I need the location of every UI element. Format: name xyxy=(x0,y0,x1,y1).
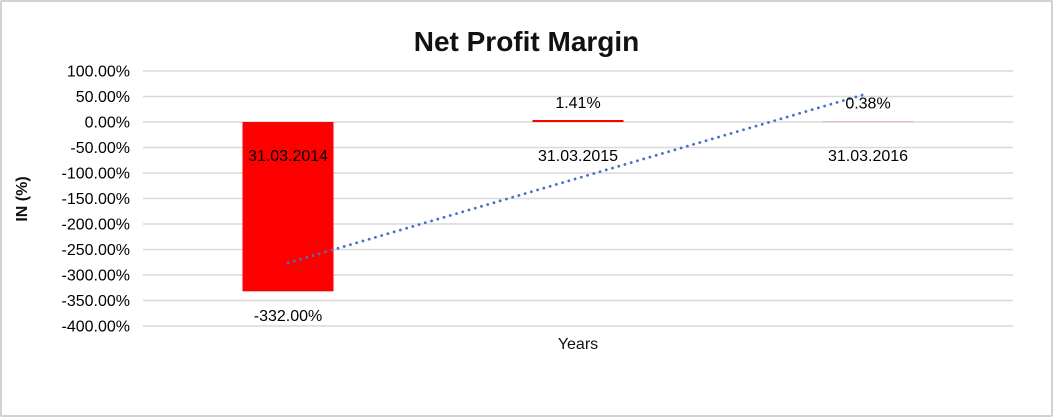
data-label: -332.00% xyxy=(254,308,323,325)
y-tick-label: -250.00% xyxy=(62,242,131,259)
category-label: 31.03.2014 xyxy=(248,148,328,165)
y-tick-label: -50.00% xyxy=(70,140,130,157)
category-label: 31.03.2015 xyxy=(538,148,618,165)
x-axis-title: Years xyxy=(557,336,599,353)
category-label: 31.03.2016 xyxy=(828,148,908,165)
y-tick-label: -150.00% xyxy=(62,191,131,208)
y-tick-label: -350.00% xyxy=(62,293,131,310)
y-tick-label: -300.00% xyxy=(62,268,131,285)
data-label: 1.41% xyxy=(555,95,600,112)
data-label: 0.38% xyxy=(845,95,890,112)
y-tick-label: 100.00% xyxy=(67,64,130,81)
y-tick-label: 0.00% xyxy=(85,115,130,132)
y-tick-label: -100.00% xyxy=(62,166,131,183)
y-tick-label: -200.00% xyxy=(62,217,131,234)
bar xyxy=(532,120,624,122)
chart-title: Net Profit Margin xyxy=(413,26,640,57)
y-tick-label: 50.00% xyxy=(76,89,130,106)
y-tick-label: -400.00% xyxy=(62,319,131,336)
trendline xyxy=(286,91,870,265)
